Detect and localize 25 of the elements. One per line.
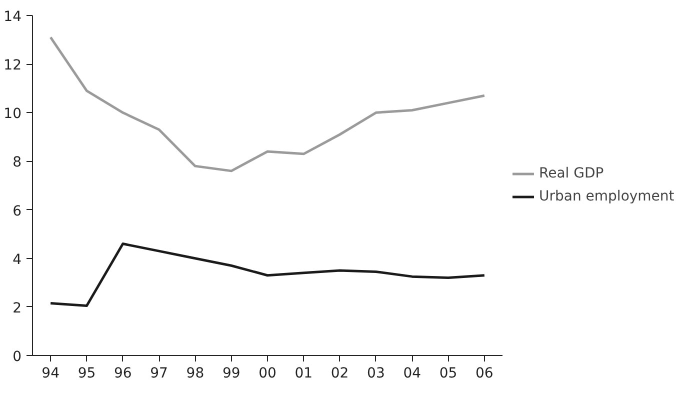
y-tick-label: 2	[12, 300, 22, 316]
x-tick-label: 97	[150, 366, 168, 382]
x-tick-label: 01	[294, 366, 313, 382]
x-tick-label: 00	[258, 366, 276, 382]
y-tick-label: 12	[4, 58, 22, 74]
x-tick-label: 03	[367, 366, 385, 382]
y-tick-label: 6	[12, 203, 22, 220]
x-tick-label: 02	[330, 366, 349, 382]
x-tick-label: 98	[186, 366, 204, 382]
legend-label: Real GDP	[539, 166, 604, 182]
y-tick-label: 14	[4, 9, 22, 25]
x-tick-label: 04	[403, 366, 422, 382]
y-tick-label: 8	[12, 154, 22, 171]
x-tick-label: 99	[222, 366, 240, 382]
legend-label: Urban employment	[539, 188, 674, 204]
y-tick-label: 0	[12, 349, 22, 365]
x-tick-label: 05	[439, 366, 458, 382]
line-series	[49, 242, 486, 307]
x-tick-label: 06	[476, 366, 494, 382]
x-tick-label: 94	[42, 366, 60, 382]
y-tick-label: 4	[12, 252, 22, 268]
y-tick-label: 10	[4, 106, 22, 122]
x-tick-label: 96	[114, 366, 132, 382]
x-tick-label: 95	[78, 366, 96, 382]
line-series	[49, 36, 486, 172]
